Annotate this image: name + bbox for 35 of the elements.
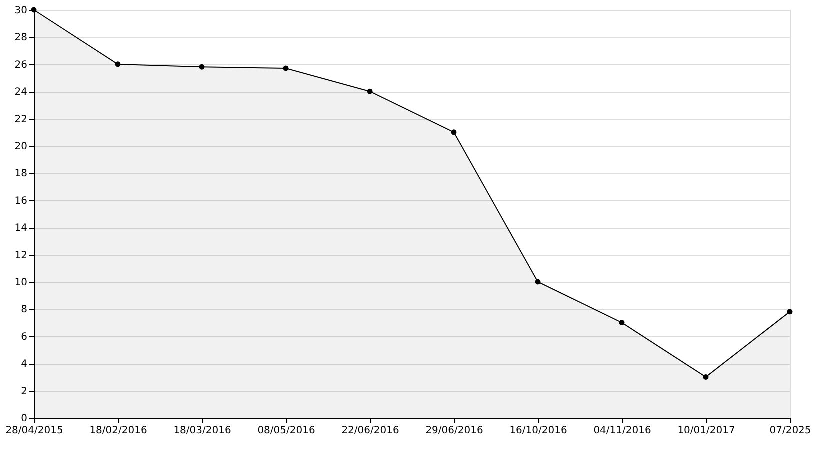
y-tick-label: 4 <box>21 359 28 370</box>
y-tick-label: 6 <box>21 332 28 343</box>
point <box>367 88 373 94</box>
point <box>787 309 793 315</box>
y-tick-label: 30 <box>14 6 28 16</box>
x-tick-label: 16/10/2016 <box>510 426 568 436</box>
x-tick-label: 07/2025 <box>770 426 812 436</box>
x-tick-label: 22/06/2016 <box>342 426 400 436</box>
point <box>283 66 289 72</box>
x-tick-label: 08/05/2016 <box>258 426 316 436</box>
y-tick-label: 0 <box>21 414 28 424</box>
y-tick-label: 12 <box>14 250 28 262</box>
y-tick-label: 24 <box>14 87 28 98</box>
x-tick-label: 04/11/2016 <box>594 426 652 436</box>
y-tick-label: 28 <box>14 32 28 44</box>
point <box>199 64 205 70</box>
y-tick-label: 16 <box>14 196 28 207</box>
y-tick-label: 20 <box>14 142 28 152</box>
point <box>451 130 457 136</box>
point <box>619 320 625 326</box>
x-tick-label: 29/06/2016 <box>426 426 484 436</box>
x-tick-label: 10/01/2017 <box>678 426 736 436</box>
y-tick-label: 18 <box>14 168 28 180</box>
y-tick-label: 22 <box>14 114 28 126</box>
point <box>535 279 541 285</box>
point <box>703 374 709 380</box>
point <box>115 62 121 68</box>
y-tick-label: 26 <box>14 60 28 71</box>
y-tick-label: 10 <box>14 278 28 288</box>
x-tick-label: 18/02/2016 <box>90 426 148 436</box>
y-tick-label: 2 <box>21 386 28 398</box>
y-tick-label: 8 <box>21 304 28 316</box>
y-tick-label: 14 <box>14 223 28 234</box>
x-tick-label: 18/03/2016 <box>174 426 232 436</box>
x-tick-label: 28/04/2015 <box>6 426 64 436</box>
